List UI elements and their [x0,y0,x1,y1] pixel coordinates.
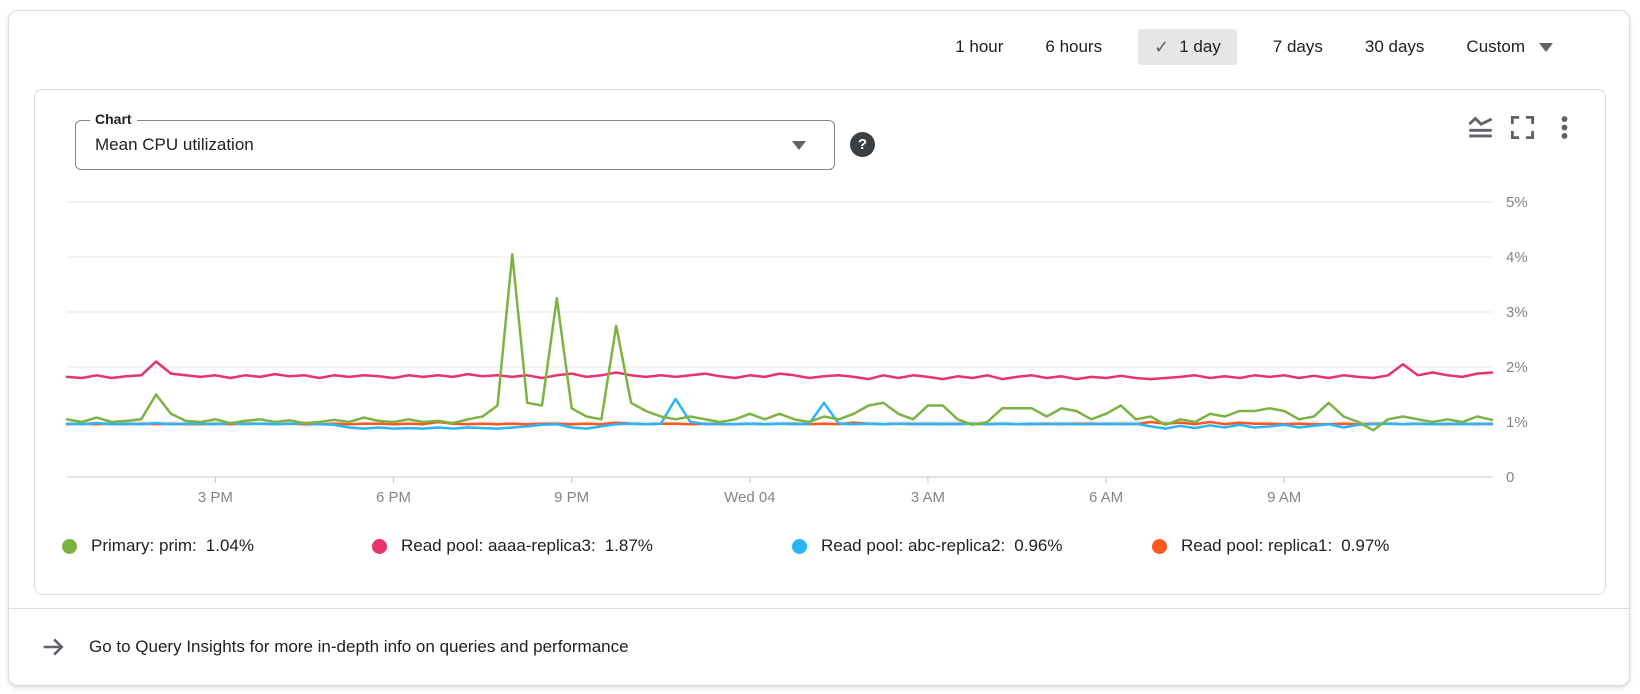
chart-select-value: Mean CPU utilization [95,135,254,154]
legend-value: 0.97% [1341,536,1390,555]
series-dot-icon [792,538,807,554]
time-range-option-1-hour[interactable]: 1 hour [949,29,1009,65]
check-icon: ✓ [1154,37,1170,57]
time-range-label: Custom [1466,37,1525,56]
legend-item-primary: Primary: prim: 1.04% [62,531,254,561]
time-range-selector: 1 hour 6 hours ✓ 1 day 7 days 30 days Cu… [949,25,1559,69]
legend-label: Primary: prim: [91,536,197,555]
series-line-read-pool-aaaa-replica3 [65,360,1494,381]
fullscreen-icon[interactable] [1507,112,1537,142]
time-range-option-1-day[interactable]: ✓ 1 day [1138,29,1237,65]
y-tick-label: 5% [1506,194,1528,211]
monitoring-panel: 1 hour 6 hours ✓ 1 day 7 days 30 days Cu… [8,10,1630,686]
time-range-option-7-days[interactable]: 7 days [1267,29,1329,65]
arrow-forward-icon[interactable] [39,633,67,661]
x-tick-label: Wed 04 [724,489,775,506]
chart-legend: Primary: prim: 1.04% Read pool: aaaa-rep… [35,531,1605,561]
time-range-label: 30 days [1364,37,1425,56]
time-range-label: 7 days [1272,37,1323,56]
legend-value: 1.04% [205,536,254,555]
series-dot-icon [1152,538,1167,554]
x-tick-label: 3 AM [911,489,945,506]
time-range-option-30-days[interactable]: 30 days [1359,29,1431,65]
x-tick-label: 9 AM [1267,489,1301,506]
y-tick-label: 0 [1506,469,1514,486]
legend-item-replica1: Read pool: replica1: 0.97% [1152,531,1389,561]
x-tick-label: 6 PM [376,489,411,506]
legend-label: Read pool: replica1: [1181,536,1333,555]
legend-label: Read pool: abc-replica2: [821,536,1006,555]
legend-value: 1.87% [604,536,653,555]
time-range-label: 1 hour [955,37,1004,56]
chart-select[interactable]: Chart Mean CPU utilization [75,111,835,170]
y-tick-label: 2% [1506,359,1528,376]
chart-toolbar [1465,112,1579,142]
chart-card: Chart Mean CPU utilization ? [34,89,1606,595]
chevron-down-icon [1539,42,1553,52]
cpu-utilization-chart[interactable]: 5% 4% 3% 2% 1% 0 3 PM 6 PM 9 PM Wed 04 3 AM 6 AM 9 A… [35,174,1607,519]
time-range-option-6-hours[interactable]: 6 hours [1039,29,1108,65]
x-tick-label: 6 AM [1089,489,1123,506]
series-dot-icon [372,538,387,554]
x-tick-label: 9 PM [554,489,589,506]
help-icon[interactable]: ? [850,132,875,157]
legend-item-aaaa-replica3: Read pool: aaaa-replica3: 1.87% [372,531,653,561]
query-insights-link[interactable]: Go to Query Insights for more in-depth i… [9,608,1629,685]
y-tick-label: 1% [1506,414,1528,431]
series-line-primary-prim [65,253,1494,432]
y-tick-label: 3% [1506,304,1528,321]
x-tick-label: 3 PM [198,489,233,506]
legend-label: Read pool: aaaa-replica3: [401,536,596,555]
y-tick-label: 4% [1506,249,1528,266]
time-range-label: 1 day [1179,37,1221,56]
legend-item-abc-replica2: Read pool: abc-replica2: 0.96% [792,531,1062,561]
chevron-down-icon [792,141,806,150]
time-range-option-custom[interactable]: Custom [1460,29,1559,65]
query-insights-link-text[interactable]: Go to Query Insights for more in-depth i… [89,637,629,656]
chart-select-label: Chart [90,111,137,127]
multiline-chart-icon[interactable] [1465,112,1495,142]
legend-value: 0.96% [1014,536,1063,555]
series-dot-icon [62,538,77,554]
time-range-label: 6 hours [1045,37,1103,56]
more-vert-icon[interactable] [1549,112,1579,142]
